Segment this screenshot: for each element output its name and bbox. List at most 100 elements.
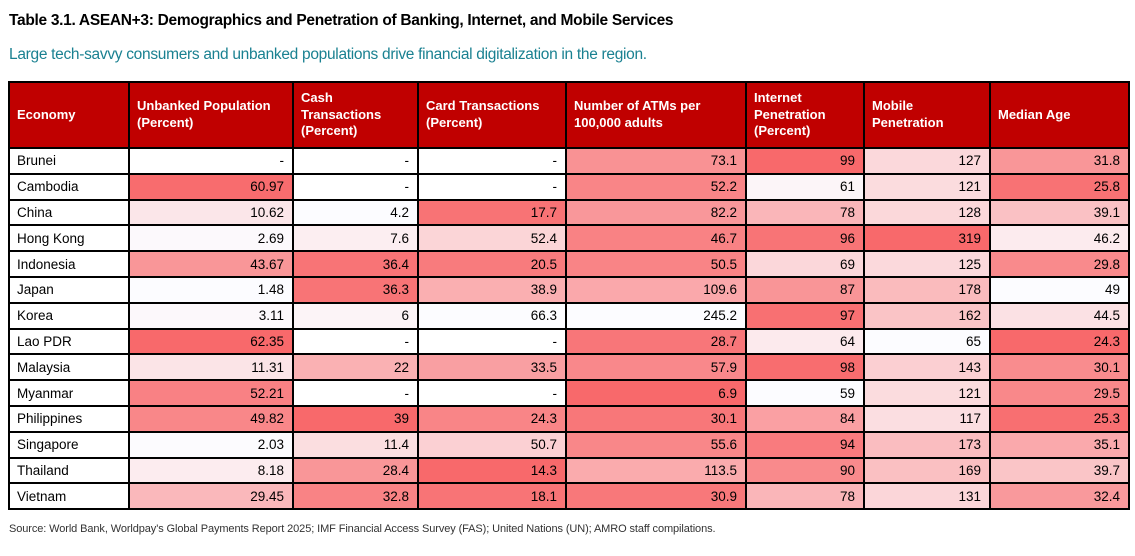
table-row-china: China 10.62 4.2 17.7 82.2 78 128 39.1 xyxy=(8,198,1130,227)
cell-internet: 59 xyxy=(745,379,865,407)
cell-median_age: 49 xyxy=(989,275,1130,304)
cell-unbanked: - xyxy=(128,147,294,175)
cell-economy: Japan xyxy=(8,275,130,304)
cell-card: 24.3 xyxy=(417,404,567,433)
table-row-singapore: Singapore 2.03 11.4 50.7 55.6 94 173 35.1 xyxy=(8,430,1130,459)
cell-card: 38.9 xyxy=(417,275,567,304)
source-note: Source: World Bank, Worldpay's Global Pa… xyxy=(9,523,716,536)
cell-internet: 69 xyxy=(745,250,865,278)
cell-internet: 78 xyxy=(745,482,865,511)
table-row-myanmar: Myanmar 52.21- -6.9 59 121 29.5 xyxy=(8,379,1130,407)
cell-atms: 6.9 xyxy=(565,379,747,407)
column-header-mobile: Mobile Penetration xyxy=(863,81,991,149)
table-title: Table 3.1. ASEAN+3: Demographics and Pen… xyxy=(9,12,674,29)
column-header-internet: Internet Penetration (Percent) xyxy=(745,81,865,149)
cell-mobile: 125 xyxy=(863,250,991,278)
cell-mobile: 121 xyxy=(863,172,991,201)
cell-internet: 90 xyxy=(745,456,865,485)
cell-card: 20.5 xyxy=(417,250,567,278)
cell-atms: 82.2 xyxy=(565,198,747,227)
cell-mobile: 143 xyxy=(863,353,991,382)
cell-unbanked: 11.31 xyxy=(128,353,294,382)
cell-economy: Indonesia xyxy=(8,250,130,278)
cell-mobile: 319 xyxy=(863,224,991,253)
cell-mobile: 128 xyxy=(863,198,991,227)
cell-card: - xyxy=(417,147,567,175)
cell-card: - xyxy=(417,379,567,407)
cell-median_age: 39.1 xyxy=(989,198,1130,227)
cell-card: 18.1 xyxy=(417,482,567,511)
cell-unbanked: 10.62 xyxy=(128,198,294,227)
cell-internet: 99 xyxy=(745,147,865,175)
cell-economy: Cambodia xyxy=(8,172,130,201)
cell-internet: 64 xyxy=(745,327,865,356)
cell-atms: 30.9 xyxy=(565,482,747,511)
cell-internet: 98 xyxy=(745,353,865,382)
cell-cash: - xyxy=(292,147,419,175)
cell-cash: - xyxy=(292,172,419,201)
cell-atms: 245.2 xyxy=(565,301,747,330)
cell-unbanked: 2.69 xyxy=(128,224,294,253)
table-row-japan: Japan 1.48 36.3 38.9 109.6 87 178 49 xyxy=(8,275,1130,304)
column-header-atms: Number of ATMs per 100,000 adults xyxy=(565,81,747,149)
cell-atms: 46.7 xyxy=(565,224,747,253)
column-header-card: Card Transactions (Percent) xyxy=(417,81,567,149)
cell-cash: 39 xyxy=(292,404,419,433)
cell-economy: Lao PDR xyxy=(8,327,130,356)
cell-atms: 55.6 xyxy=(565,430,747,459)
cell-unbanked: 3.11 xyxy=(128,301,294,330)
cell-cash: 22 xyxy=(292,353,419,382)
cell-cash: 7.6 xyxy=(292,224,419,253)
cell-median_age: 25.8 xyxy=(989,172,1130,201)
cell-atms: 113.5 xyxy=(565,456,747,485)
cell-economy: Myanmar xyxy=(8,379,130,407)
cell-internet: 87 xyxy=(745,275,865,304)
table-row-lao-pdr: Lao PDR 62.35- -28.7 64 65 24.3 xyxy=(8,327,1130,356)
cell-unbanked: 52.21 xyxy=(128,379,294,407)
cell-mobile: 65 xyxy=(863,327,991,356)
cell-median_age: 46.2 xyxy=(989,224,1130,253)
cell-card: 52.4 xyxy=(417,224,567,253)
cell-median_age: 29.5 xyxy=(989,379,1130,407)
cell-internet: 84 xyxy=(745,404,865,433)
cell-cash: 28.4 xyxy=(292,456,419,485)
cell-mobile: 127 xyxy=(863,147,991,175)
cell-card: - xyxy=(417,172,567,201)
cell-unbanked: 1.48 xyxy=(128,275,294,304)
cell-card: 50.7 xyxy=(417,430,567,459)
cell-economy: Thailand xyxy=(8,456,130,485)
cell-internet: 61 xyxy=(745,172,865,201)
cell-economy: China xyxy=(8,198,130,227)
cell-cash: 4.2 xyxy=(292,198,419,227)
cell-economy: Malaysia xyxy=(8,353,130,382)
cell-economy: Philippines xyxy=(8,404,130,433)
cell-cash: 6 xyxy=(292,301,419,330)
cell-cash: 36.3 xyxy=(292,275,419,304)
cell-internet: 97 xyxy=(745,301,865,330)
cell-median_age: 44.5 xyxy=(989,301,1130,330)
cell-cash: - xyxy=(292,327,419,356)
table-row-vietnam: Vietnam 29.45 32.8 18.1 30.9 78 131 32.4 xyxy=(8,482,1130,511)
cell-cash: - xyxy=(292,379,419,407)
cell-card: 33.5 xyxy=(417,353,567,382)
cell-mobile: 169 xyxy=(863,456,991,485)
cell-median_age: 25.3 xyxy=(989,404,1130,433)
table-body: Brunei - - -73.1 99 127 31.8 Cambodia 60.97- -52.… xyxy=(8,147,1130,511)
cell-internet: 94 xyxy=(745,430,865,459)
cell-economy: Vietnam xyxy=(8,482,130,511)
cell-economy: Hong Kong xyxy=(8,224,130,253)
cell-median_age: 39.7 xyxy=(989,456,1130,485)
cell-unbanked: 49.82 xyxy=(128,404,294,433)
cell-unbanked: 2.03 xyxy=(128,430,294,459)
cell-card: 17.7 xyxy=(417,198,567,227)
table-row-cambodia: Cambodia 60.97- -52.2 61 121 25.8 xyxy=(8,172,1130,201)
cell-unbanked: 60.97 xyxy=(128,172,294,201)
table-row-indonesia: Indonesia 43.67 36.4 20.5 50.5 69 125 29.8 xyxy=(8,250,1130,278)
cell-atms: 109.6 xyxy=(565,275,747,304)
column-header-economy: Economy xyxy=(8,81,130,149)
column-header-cash: Cash Transactions (Percent) xyxy=(292,81,419,149)
cell-atms: 30.1 xyxy=(565,404,747,433)
cell-mobile: 131 xyxy=(863,482,991,511)
cell-mobile: 178 xyxy=(863,275,991,304)
cell-mobile: 121 xyxy=(863,379,991,407)
